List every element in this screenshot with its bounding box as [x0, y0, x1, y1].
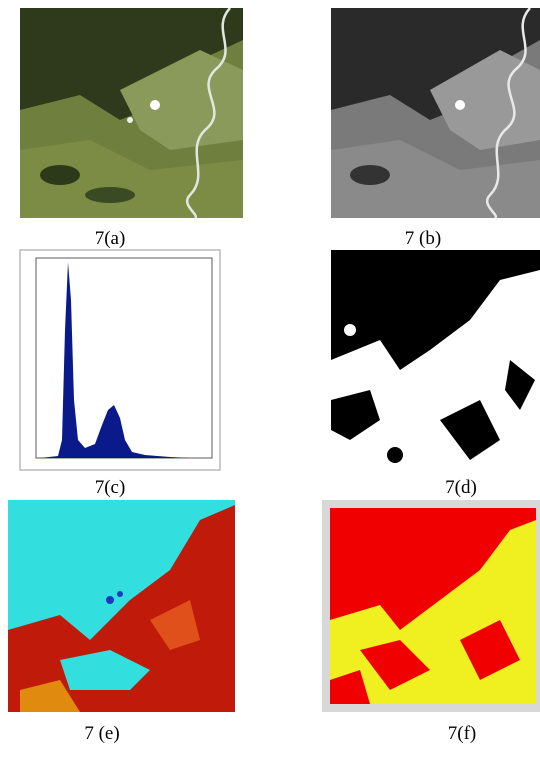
image-shape: [85, 187, 135, 203]
panel-d-image: [331, 250, 540, 470]
panel-caption: 7(d): [445, 477, 477, 498]
image-shape: [344, 324, 356, 336]
image-shape: [127, 117, 133, 123]
image-shape: [106, 596, 114, 604]
image-shape: [150, 100, 160, 110]
panel-a-image: [20, 8, 243, 218]
panel-caption: 7(c): [95, 477, 126, 498]
panel-f-image: [322, 500, 540, 712]
image-shape: [455, 100, 465, 110]
panel-caption: 7(f): [448, 723, 476, 744]
image-shape: [40, 165, 80, 185]
panel-caption: 7(a): [95, 228, 126, 249]
panel-caption: 7 (b): [405, 228, 441, 249]
image-shape: [350, 165, 390, 185]
panel-c-histogram: [20, 250, 220, 470]
panel-e-image: [8, 500, 235, 712]
panel-b-image: [331, 8, 540, 218]
panel-caption: 7 (e): [84, 723, 119, 744]
page: 7(a) 7 (b) 7(c) 7(d) 7 (e) 7(f) (() => {…: [0, 0, 540, 765]
figure: 7(a) 7 (b) 7(c) 7(d) 7 (e) 7(f): [0, 0, 540, 765]
image-shape: [387, 447, 403, 463]
image-shape: [117, 591, 123, 597]
